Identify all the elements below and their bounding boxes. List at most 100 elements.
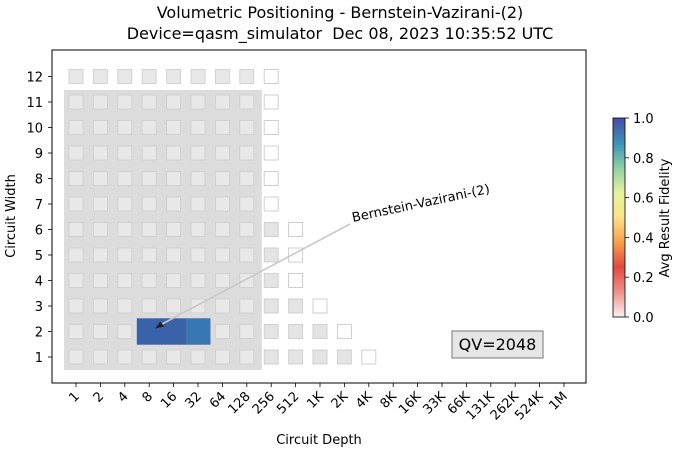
y-tick-label: 1: [35, 351, 43, 366]
volumetric-cell: [141, 120, 157, 135]
volumetric-cell: [93, 94, 108, 110]
volumetric-cell: [190, 222, 206, 237]
volumetric-cell: [141, 196, 157, 212]
volumetric-cell: [336, 324, 352, 339]
x-tick-label: 524K: [512, 389, 547, 424]
x-tick-label: 1: [66, 389, 82, 405]
volumetric-cell: [263, 247, 279, 263]
volumetric-cell: [288, 222, 304, 237]
x-tick-label: 256: [250, 389, 278, 417]
volumetric-cell: [68, 222, 84, 237]
y-tick-label: 2: [35, 326, 43, 341]
volumetric-cell: [93, 222, 108, 237]
y-tick-label: 8: [35, 173, 43, 188]
volumetric-cell: [68, 94, 84, 110]
volumetric-cell: [239, 94, 255, 110]
volumetric-cell: [214, 324, 230, 339]
volumetric-cell: [166, 145, 182, 161]
y-axis-label: Circuit Width: [4, 174, 19, 258]
x-tick-label: 33K: [420, 389, 449, 418]
volumetric-cell: [263, 196, 279, 212]
volumetric-cell: [166, 69, 182, 84]
volumetric-cell: [117, 196, 133, 212]
volumetric-cell: [141, 171, 157, 186]
y-tick-label: 5: [35, 249, 43, 264]
volumetric-cell: [117, 69, 133, 84]
volumetric-cell: [117, 145, 133, 161]
volumetric-cell: [117, 298, 133, 314]
colorbar-tick-label: 0.6: [633, 192, 654, 207]
volumetric-cell: [117, 222, 133, 237]
volumetric-cell: [117, 94, 133, 110]
qv-box: QV=2048: [451, 330, 544, 359]
volumetric-cell: [263, 324, 279, 339]
annotation-arrow: [160, 223, 351, 326]
volumetric-cell: [93, 298, 108, 314]
volumetric-cell: [263, 298, 279, 314]
volumetric-cell: [190, 120, 206, 135]
x-tick-label: 4K: [353, 389, 376, 412]
colorbar: 0.0 0.2 0.4 0.6 0.8 1.0 Avg Result Fidelity: [612, 112, 673, 326]
volumetric-cell: [214, 196, 230, 212]
volumetric-cell: [263, 120, 279, 135]
volumetric-cell: [312, 324, 328, 339]
volumetric-cell: [190, 94, 206, 110]
volumetric-cell: [166, 222, 182, 237]
volumetric-cell: [117, 171, 133, 186]
volumetric-cell: [190, 298, 206, 314]
volumetric-cell: [336, 349, 352, 365]
volumetric-cell: [239, 247, 255, 263]
volumetric-cell: [166, 196, 182, 212]
annotation-text: Bernstein-Vazirani-(2): [351, 182, 492, 226]
volumetric-cell: [190, 247, 206, 263]
annotation-arrowhead: [155, 321, 165, 329]
volumetric-cell: [141, 247, 157, 263]
volumetric-cell: [93, 247, 108, 263]
volumetric-cell: [263, 222, 279, 237]
x-tick-label: 2K: [329, 389, 352, 412]
y-tick-label: 12: [26, 71, 43, 86]
volumetric-cell: [117, 273, 133, 288]
y-tick-label: 4: [35, 275, 43, 290]
qv-label: QV=2048: [459, 335, 537, 354]
volumetric-cell: [190, 349, 206, 365]
volumetric-cell: [141, 69, 157, 84]
volumetric-cell: [141, 298, 157, 314]
volumetric-cell: [68, 298, 84, 314]
volumetric-cell: [239, 298, 255, 314]
x-tick-label: 8: [140, 389, 156, 405]
colorbar-tick-label: 0.2: [633, 271, 654, 286]
volumetric-cell: [239, 145, 255, 161]
y-tick-label: 11: [26, 96, 43, 111]
volumetric-cell: [68, 324, 84, 339]
volumetric-cell: [214, 349, 230, 365]
volumetric-cell: [239, 196, 255, 212]
volumetric-cell: [263, 145, 279, 161]
volumetric-cell: [214, 273, 230, 288]
volumetric-cell: [214, 298, 230, 314]
volumetric-cell: [93, 349, 108, 365]
data-point: [185, 318, 211, 345]
plot-frame: [51, 49, 587, 384]
volumetric-cell: [214, 222, 230, 237]
volumetric-cell: [214, 247, 230, 263]
volumetric-cell: [214, 94, 230, 110]
volumetric-cell: [117, 247, 133, 263]
volumetric-cell: [93, 120, 108, 135]
volumetric-cell: [239, 349, 255, 365]
volumetric-cell: [93, 324, 108, 339]
volumetric-cell: [214, 120, 230, 135]
volumetric-cell: [68, 196, 84, 212]
volumetric-cell: [93, 171, 108, 186]
x-tick-label: 1M: [546, 389, 570, 413]
volumetric-cell: [239, 222, 255, 237]
y-tick-label: 3: [35, 300, 43, 315]
volumetric-cell: [166, 94, 182, 110]
y-tick-label: 10: [26, 122, 43, 137]
volumetric-cell: [117, 120, 133, 135]
x-tick-label: 16K: [396, 389, 425, 418]
volumetric-cell: [166, 120, 182, 135]
volumetric-cell: [190, 196, 206, 212]
